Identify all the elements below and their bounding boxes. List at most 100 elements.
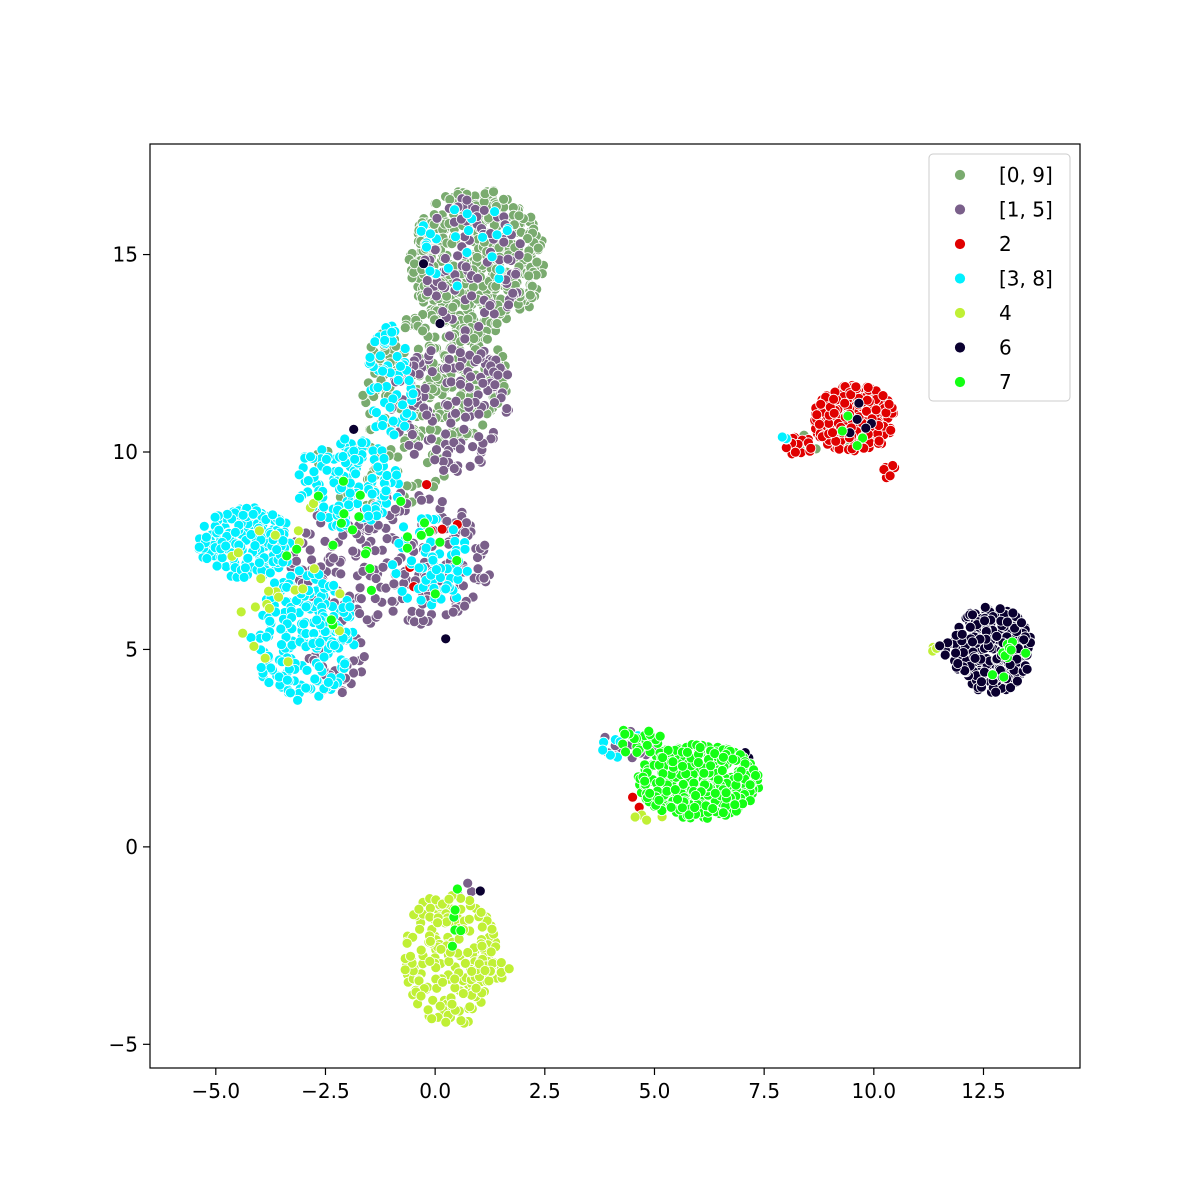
data-point [466,290,478,302]
legend-item: 4 [954,301,1012,325]
data-point [372,609,384,621]
data-point [419,517,430,529]
data-point [333,465,345,477]
data-point [450,407,461,419]
data-point [430,564,442,575]
data-point [253,525,265,537]
data-point [853,397,865,409]
data-point [235,606,247,618]
data-point [620,746,631,758]
x-tick-label: 7.5 [748,1079,780,1103]
data-point [238,572,250,583]
data-point [434,536,446,548]
data-point [438,464,450,476]
x-axis: −5.0 −2.5 0.0 2.5 5.0 7.5 10.0 12.5 [192,1068,1006,1103]
data-point [488,186,499,198]
data-point [851,440,863,452]
data-point [427,994,439,1006]
data-point [354,489,366,501]
legend-item: [3, 8] [954,267,1053,291]
data-point [418,258,429,270]
data-point [491,229,503,241]
data-point [447,524,459,536]
x-tick-label: 5.0 [639,1079,671,1103]
data-point [677,779,689,790]
legend-marker [954,341,966,354]
data-point [531,256,543,268]
data-point [308,466,320,478]
data-point [709,787,721,799]
data-point [991,631,1003,642]
data-point [698,767,710,779]
data-point [677,760,688,772]
data-point [425,433,437,445]
data-point [421,479,433,491]
data-point [432,917,444,929]
data-point [461,565,473,577]
data-point [377,561,389,573]
x-tick-label: −5.0 [192,1079,241,1103]
data-point [489,397,500,409]
data-point [391,351,403,362]
data-point [392,374,404,386]
data-point [387,605,399,617]
data-point [1002,616,1013,628]
data-point [429,454,441,466]
data-point [657,752,668,763]
data-point [308,563,320,575]
data-point [442,399,454,411]
data-point [502,253,514,265]
data-point [654,730,666,742]
data-point [712,774,724,786]
data-point [417,325,429,337]
data-point [318,651,330,663]
data-point [424,956,436,967]
data-point [349,453,361,465]
data-point [885,424,897,436]
data-point [274,516,286,528]
series-6-points [281,410,1032,952]
data-point [484,300,496,311]
data-point [483,975,495,987]
data-point [459,527,471,538]
data-point [377,420,388,431]
data-point [424,228,436,240]
data-point [422,286,434,298]
data-point [653,794,665,806]
data-point [441,290,453,302]
data-point [492,369,504,381]
data-point [339,433,351,445]
data-point [1007,607,1019,619]
data-point [459,600,471,612]
data-point [334,588,346,600]
data-point [407,388,419,400]
data-point [318,501,330,513]
data-point [387,415,399,427]
data-point [475,907,487,918]
data-point [451,280,463,292]
data-point [322,677,334,688]
data-point [776,431,788,443]
legend-label: 6 [999,336,1012,360]
legend: [0, 9] [1, 5] 2 [3, 8] 4 6 7 [928,153,1071,402]
data-point [357,389,369,401]
data-point [216,552,228,564]
data-point [732,771,744,783]
data-point [489,206,501,218]
data-point [1005,644,1017,656]
data-point [1020,647,1032,659]
data-point [201,553,213,564]
data-point [464,460,476,472]
data-point [355,593,367,604]
legend-box [928,153,1071,402]
data-point [426,366,438,378]
data-point [694,742,706,753]
y-axis: −5 0 5 10 15 [109,243,150,1056]
data-point [282,656,294,668]
data-point [464,1001,476,1013]
y-tick-label: 0 [125,835,138,859]
data-point [425,345,437,357]
data-point [458,423,470,435]
data-point [200,531,212,543]
data-point [845,389,857,401]
